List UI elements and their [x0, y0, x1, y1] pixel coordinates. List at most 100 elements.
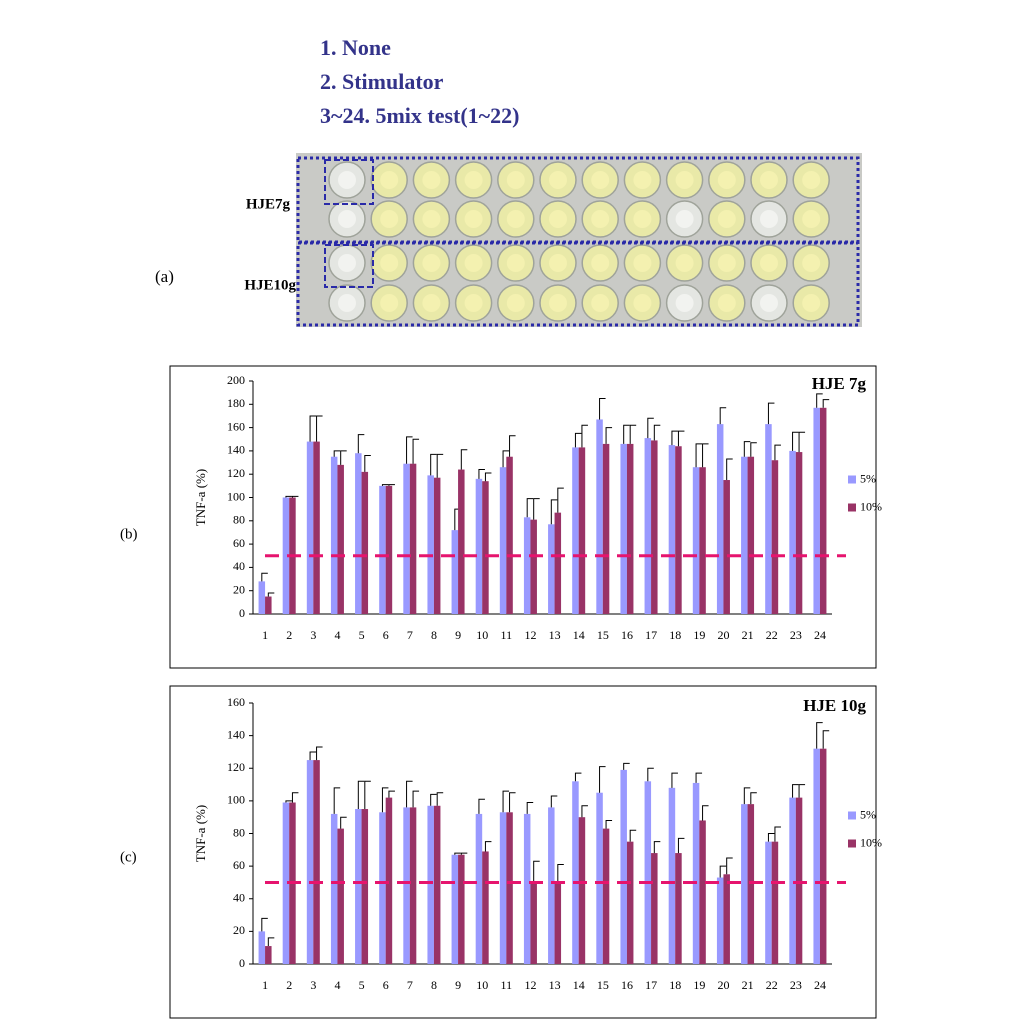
- y-tick-label: 140: [227, 727, 245, 741]
- bar: [716, 877, 724, 964]
- bar: [813, 407, 820, 614]
- x-tick-label: 19: [693, 628, 705, 642]
- bar: [451, 530, 459, 614]
- well-center: [506, 171, 525, 189]
- error-bar: [333, 787, 341, 814]
- bar: [819, 748, 827, 964]
- error-bar: [340, 450, 347, 465]
- bar: [409, 807, 417, 964]
- legend-swatch: [848, 839, 856, 848]
- x-tick-label: 14: [573, 978, 585, 992]
- x-tick-label: 5: [359, 628, 365, 642]
- error-bar: [381, 484, 389, 486]
- error-bar: [261, 572, 268, 582]
- bar: [548, 807, 555, 964]
- bar: [458, 469, 465, 614]
- bar: [723, 480, 730, 614]
- error-bar: [509, 435, 516, 457]
- x-tick-label: 12: [524, 978, 536, 992]
- error-bar: [647, 417, 654, 439]
- bar: [306, 760, 314, 964]
- y-tick-label: 20: [233, 582, 245, 596]
- bar: [379, 812, 386, 964]
- bar: [626, 841, 634, 964]
- well-center: [802, 210, 821, 228]
- error-bar: [750, 792, 757, 805]
- bar: [789, 797, 796, 964]
- x-tick-label: 20: [717, 978, 729, 992]
- error-bar: [340, 816, 347, 829]
- bar: [530, 519, 537, 614]
- bar: [265, 946, 272, 964]
- y-tick-label: 80: [233, 513, 245, 527]
- error-bar: [695, 772, 703, 783]
- well-center: [633, 171, 652, 189]
- plate-row-label: HJE10g: [244, 277, 296, 293]
- error-bar: [412, 438, 420, 464]
- bar: [282, 497, 290, 614]
- error-bar: [381, 787, 389, 813]
- error-bar: [750, 442, 757, 457]
- well-center: [760, 210, 778, 228]
- bar: [578, 447, 586, 614]
- well-center: [717, 171, 736, 189]
- bar: [692, 782, 700, 964]
- plate-box: [296, 156, 860, 244]
- error-bar: [726, 458, 733, 481]
- bar: [499, 812, 507, 964]
- well-center: [380, 294, 399, 312]
- error-bar: [743, 787, 751, 805]
- y-tick-label: 20: [233, 923, 245, 937]
- bar: [385, 797, 393, 964]
- x-tick-label: 8: [431, 978, 437, 992]
- error-bar: [316, 415, 323, 442]
- x-tick-label: 11: [501, 628, 513, 642]
- chart-title: HJE 7g: [812, 374, 867, 393]
- bar: [765, 424, 772, 614]
- error-bar: [695, 443, 703, 468]
- x-tick-label: 17: [645, 978, 657, 992]
- error-bar: [677, 837, 685, 854]
- error-bar: [430, 453, 437, 476]
- error-bar: [309, 415, 317, 442]
- error-bar: [702, 443, 709, 468]
- bar: [458, 854, 465, 964]
- well-center: [380, 171, 399, 189]
- bar: [265, 596, 272, 614]
- bar: [379, 485, 386, 614]
- bar: [572, 447, 579, 614]
- y-tick-label: 100: [227, 793, 245, 807]
- x-tick-label: 21: [742, 978, 754, 992]
- y-tick-label: 0: [239, 606, 245, 620]
- error-bar: [629, 424, 637, 444]
- error-bar: [605, 427, 613, 444]
- x-tick-label: 9: [455, 978, 461, 992]
- x-tick-label: 1: [262, 978, 268, 992]
- error-bar: [671, 430, 678, 446]
- bar: [499, 467, 507, 614]
- error-bar: [267, 592, 275, 597]
- x-tick-label: 22: [766, 628, 778, 642]
- x-tick-label: 6: [383, 978, 389, 992]
- legend-swatch: [848, 503, 856, 512]
- well-center: [338, 171, 356, 189]
- error-bar: [816, 722, 823, 749]
- bar: [385, 485, 393, 614]
- bar: [313, 760, 320, 964]
- error-bar: [581, 805, 588, 818]
- x-tick-label: 4: [334, 978, 340, 992]
- well-center: [760, 171, 778, 189]
- well-center: [464, 171, 483, 189]
- x-tick-label: 9: [455, 628, 461, 642]
- error-bar: [484, 472, 492, 482]
- y-tick-label: 0: [239, 956, 245, 970]
- x-tick-label: 3: [310, 628, 316, 642]
- error-bar: [557, 487, 564, 513]
- bar: [620, 443, 627, 614]
- legend-label: 5%: [860, 471, 876, 485]
- y-tick-label: 40: [233, 891, 245, 905]
- error-bar: [388, 484, 395, 486]
- x-tick-label: 2: [286, 628, 292, 642]
- error-bar: [261, 917, 268, 932]
